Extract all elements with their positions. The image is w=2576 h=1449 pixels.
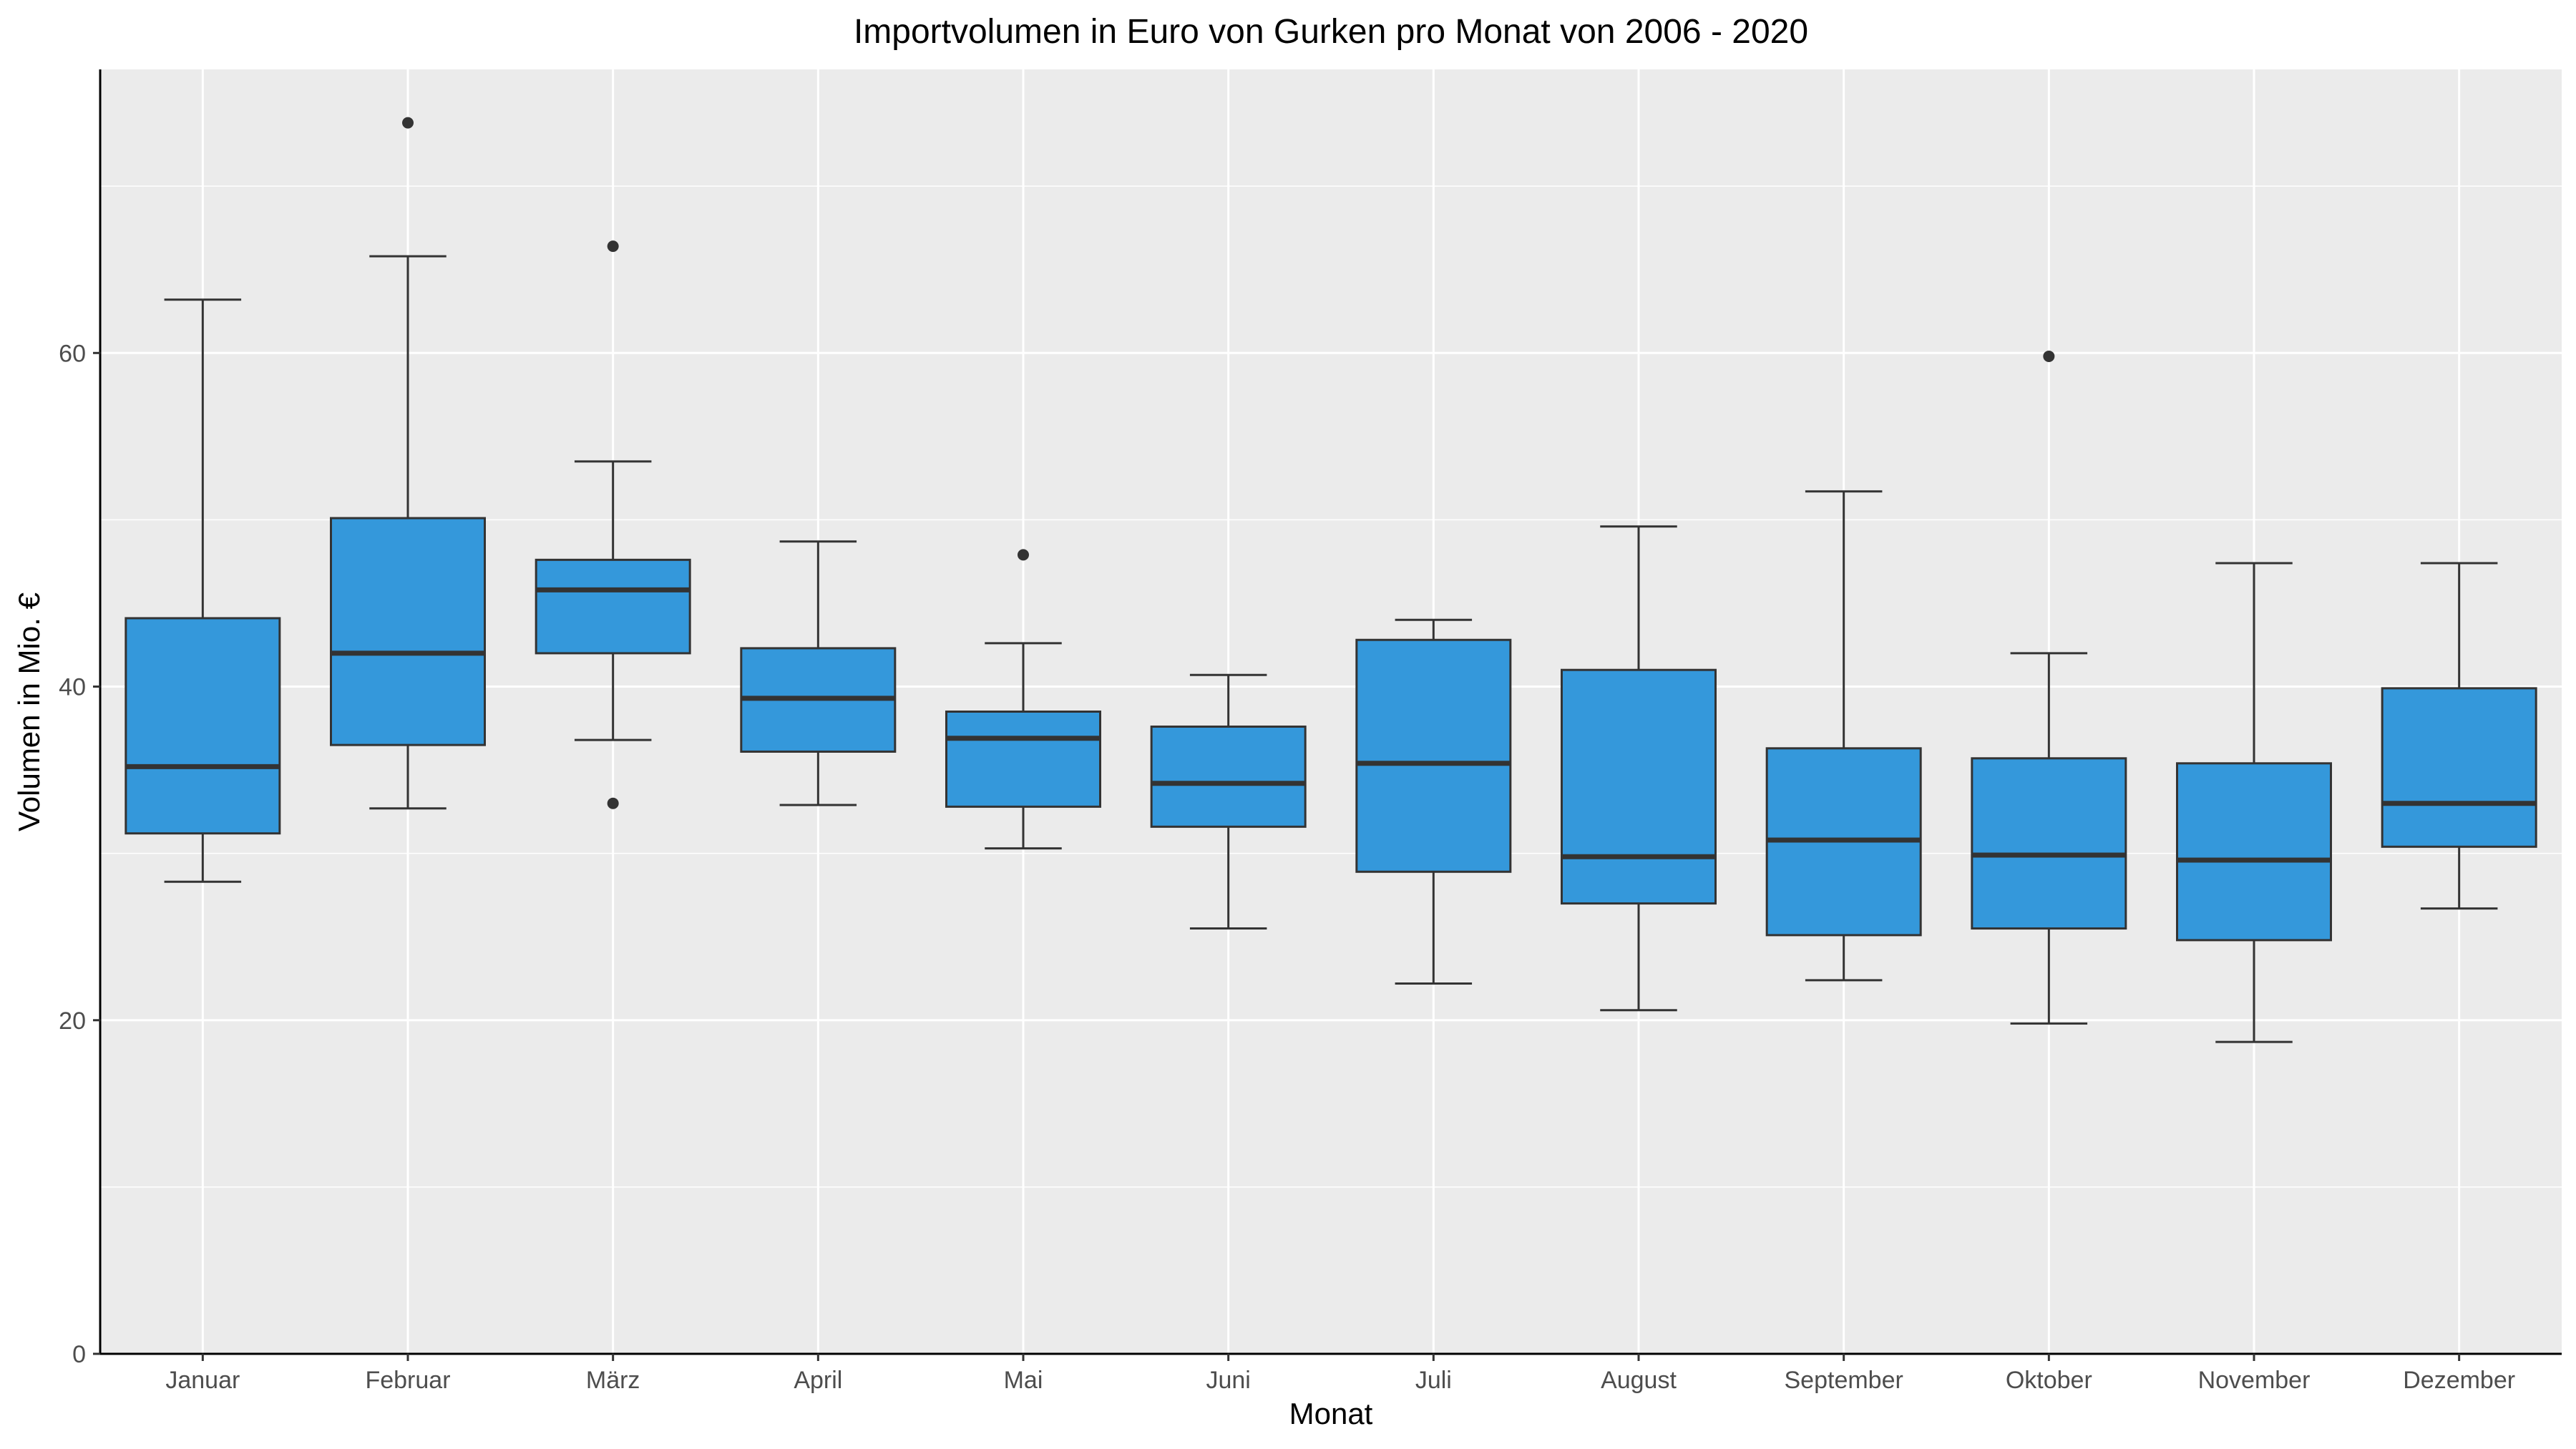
x-tick-label: März [586,1367,640,1394]
x-tick-label: Oktober [2006,1367,2092,1394]
iqr-box [945,711,1101,808]
box-januar [125,298,281,883]
box-juni [1150,673,1307,930]
box-juli [1355,618,1512,985]
x-tick-label: April [794,1367,842,1394]
box-dezember [2381,562,2537,910]
iqr-box [535,558,691,655]
x-axis-title: Monat [1289,1397,1373,1430]
x-tick-label: Dezember [2403,1367,2515,1394]
x-tick-label: Januar [165,1367,240,1394]
x-tick-label: August [1601,1367,1677,1394]
y-tick-label: 60 [59,340,86,367]
x-tick-label: Februar [365,1367,450,1394]
iqr-box [1150,725,1307,828]
box-september [1765,490,1922,982]
x-tick-label: Juli [1415,1367,1452,1394]
iqr-box [125,617,281,835]
y-tick-label: 20 [59,1008,86,1035]
plot-panel [100,69,2562,1354]
box-august [1561,525,1717,1012]
iqr-box [2381,687,2537,848]
y-axis-title: Volumen in Mio. € [12,592,46,831]
iqr-box [1561,668,1717,905]
x-tick-label: Mai [1004,1367,1043,1394]
outlier-point [607,797,619,809]
box-märz [535,240,691,809]
outlier-point [607,240,619,253]
iqr-box [1355,638,1512,873]
box-februar [330,117,486,810]
outlier-point [1018,549,1029,561]
chart-title: Importvolumen in Euro von Gurken pro Mon… [854,13,1808,51]
box-november [2176,562,2332,1043]
x-tick-label: September [1785,1367,1903,1394]
y-tick-label: 0 [72,1341,86,1368]
box-april [740,540,897,806]
iqr-box [2176,762,2332,942]
boxes [125,117,2537,1043]
iqr-box [330,517,486,746]
axis-ticks: 0 20 40 60 Januar Februar März April Mai Juni Juli… [59,340,2515,1394]
y-tick-label: 40 [59,674,86,701]
outlier-point [2043,350,2055,362]
outlier-point [402,117,414,129]
box-oktober [1971,350,2127,1025]
x-tick-label: Juni [1206,1367,1250,1394]
box-mai [945,549,1101,850]
iqr-box [1971,757,2127,930]
x-tick-label: November [2198,1367,2311,1394]
